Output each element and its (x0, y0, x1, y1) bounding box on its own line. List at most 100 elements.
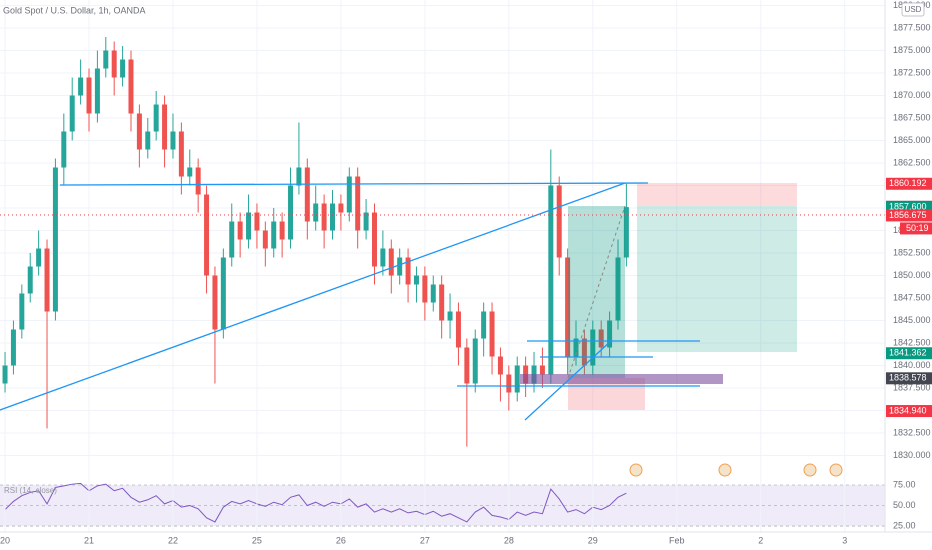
x-tick-label: 29 (588, 535, 598, 545)
candle-body (405, 257, 411, 285)
position-line (567, 205, 626, 379)
candle-body (590, 329, 596, 366)
candle-body (288, 185, 294, 240)
candle-body (548, 185, 554, 375)
candle-body (120, 59, 126, 78)
rsi-title: RSI (14, close) (4, 486, 57, 495)
candle-body (195, 167, 201, 195)
rsi-pane (0, 482, 885, 527)
countdown: 50:19 (906, 223, 929, 233)
candle-body (254, 212, 260, 231)
price-label: 1857.600 (889, 201, 927, 211)
candle-body (346, 176, 352, 213)
candle-body (78, 77, 84, 96)
price-label: 1860.192 (889, 178, 927, 188)
candle-body (422, 275, 428, 303)
y-tick-label: 1865.000 (893, 135, 931, 145)
candle-body (246, 212, 252, 240)
x-tick-label: 22 (168, 535, 178, 545)
y-tick-label: 1842.500 (893, 337, 931, 347)
candle-body (371, 212, 377, 267)
candle-body (52, 167, 58, 312)
x-tick-label: 28 (504, 535, 514, 545)
rsi-tick-label: 50.00 (893, 500, 916, 510)
x-tick-label: 27 (420, 535, 430, 545)
x-tick-label: 20 (0, 535, 10, 545)
candle-body (397, 257, 403, 276)
candle-body (27, 266, 33, 294)
candle-body (153, 104, 159, 132)
price-label: 1838.578 (889, 373, 927, 383)
candle-body (581, 338, 587, 366)
event-icon[interactable] (803, 463, 817, 477)
candle-body (103, 50, 109, 69)
candle-body (128, 59, 134, 114)
y-tick-label: 1877.500 (893, 22, 931, 32)
candle-body (10, 329, 16, 366)
candle-body (464, 347, 470, 384)
candle-body (111, 50, 117, 78)
candle-body (36, 248, 42, 267)
trend-line (0, 182, 626, 411)
candle-body (2, 365, 8, 384)
candle-body (279, 221, 285, 240)
candle-body (623, 207, 629, 258)
event-icon[interactable] (829, 463, 843, 477)
price-label: 1856.675 (889, 210, 927, 220)
price-label-box (886, 177, 932, 190)
rsi-tick-label: 25.00 (893, 520, 916, 530)
x-tick-label: Feb (669, 535, 685, 545)
y-tick-label: 1832.500 (893, 427, 931, 437)
currency-box[interactable] (901, 2, 925, 17)
candle-body (313, 203, 319, 222)
candle-body (615, 257, 621, 321)
candle-body (187, 167, 193, 177)
candle-body (262, 230, 268, 249)
candle-body (94, 68, 100, 114)
candle-body (514, 365, 520, 393)
candle-body (220, 257, 226, 330)
y-tick-label: 1862.500 (893, 157, 931, 167)
candle-body (489, 311, 495, 357)
price-label: 1834.940 (889, 405, 927, 415)
currency: USD (905, 5, 922, 14)
event-icon[interactable] (629, 463, 643, 477)
x-tick-label: 26 (336, 535, 346, 545)
candle-body (338, 203, 344, 213)
candle-body (237, 221, 243, 240)
y-tick-label: 1840.000 (893, 360, 931, 370)
candle-body (472, 338, 478, 384)
zone (520, 374, 723, 384)
candle-body (69, 95, 75, 132)
candle-body (607, 320, 613, 348)
trend-line (524, 339, 613, 421)
event-icon[interactable] (718, 463, 732, 477)
candle-body (439, 284, 445, 321)
candle-body (136, 113, 142, 150)
y-tick-label: 1872.500 (893, 67, 931, 77)
y-tick-label: 1845.000 (893, 315, 931, 325)
y-tick-label: 1850.000 (893, 270, 931, 280)
candle-body (497, 356, 503, 375)
candle-body (162, 104, 168, 150)
y-tick-label: 1867.500 (893, 112, 931, 122)
candle-body (145, 131, 151, 150)
candle-body (321, 203, 327, 231)
candle-body (19, 293, 25, 330)
candle-body (573, 338, 579, 357)
candle-body (388, 248, 394, 276)
drawings (0, 182, 885, 477)
candle-body (170, 131, 176, 150)
x-tick-label: 2 (758, 535, 763, 545)
candle-body (212, 275, 218, 330)
candle-body (229, 221, 235, 258)
candle-body (380, 248, 386, 267)
candle-body (178, 131, 184, 177)
candle-body (506, 374, 512, 393)
y-tick-label: 1875.000 (893, 45, 931, 55)
rsi-band (0, 485, 885, 527)
price-label: 1841.362 (889, 348, 927, 358)
stop-zone (637, 183, 797, 206)
